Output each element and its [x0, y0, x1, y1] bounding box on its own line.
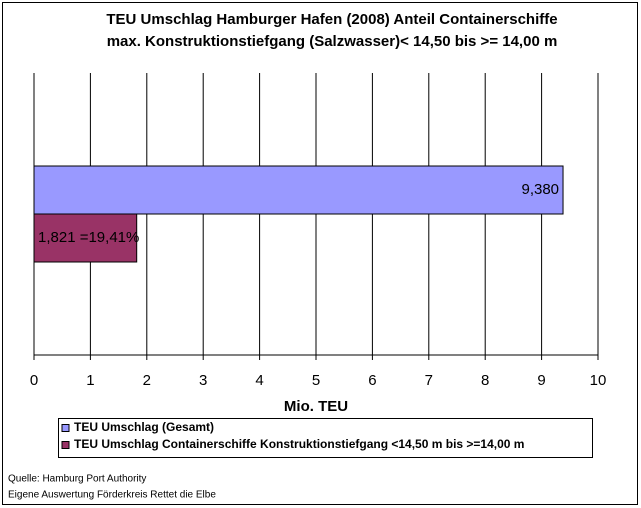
x-tick-label: 1: [86, 372, 94, 389]
legend-label: TEU Umschlag Containerschiffe Konstrukti…: [74, 437, 524, 451]
value-label: 9,380: [521, 181, 559, 198]
chart-subtitle: max. Konstruktionstiefgang (Salzwasser)<…: [107, 33, 558, 50]
x-tick-label: 2: [143, 372, 151, 389]
source-note: Eigene Auswertung Förderkreis Rettet die…: [8, 490, 216, 501]
x-axis-title: Mio. TEU: [284, 398, 348, 415]
x-tick-label: 0: [30, 372, 38, 389]
x-tick-label: 3: [199, 372, 207, 389]
legend-box: [58, 418, 593, 458]
x-tick-label: 6: [368, 372, 376, 389]
chart-title: TEU Umschlag Hamburger Hafen (2008) Ante…: [106, 11, 557, 28]
x-tick-label: 9: [537, 372, 545, 389]
bar: [33, 165, 564, 215]
x-tick-label: 7: [425, 372, 433, 389]
source-note: Quelle: Hamburg Port Authority: [8, 474, 146, 485]
x-tick-label: 4: [255, 372, 263, 389]
legend-swatch: [61, 441, 70, 449]
value-label: 1,821 =19,41%: [38, 229, 139, 246]
x-tick-label: 5: [312, 372, 320, 389]
legend-label: TEU Umschlag (Gesamt): [74, 420, 214, 434]
x-tick-label: 10: [590, 372, 607, 389]
bar: [33, 213, 138, 263]
legend-swatch: [61, 424, 70, 432]
x-tick-label: 8: [481, 372, 489, 389]
